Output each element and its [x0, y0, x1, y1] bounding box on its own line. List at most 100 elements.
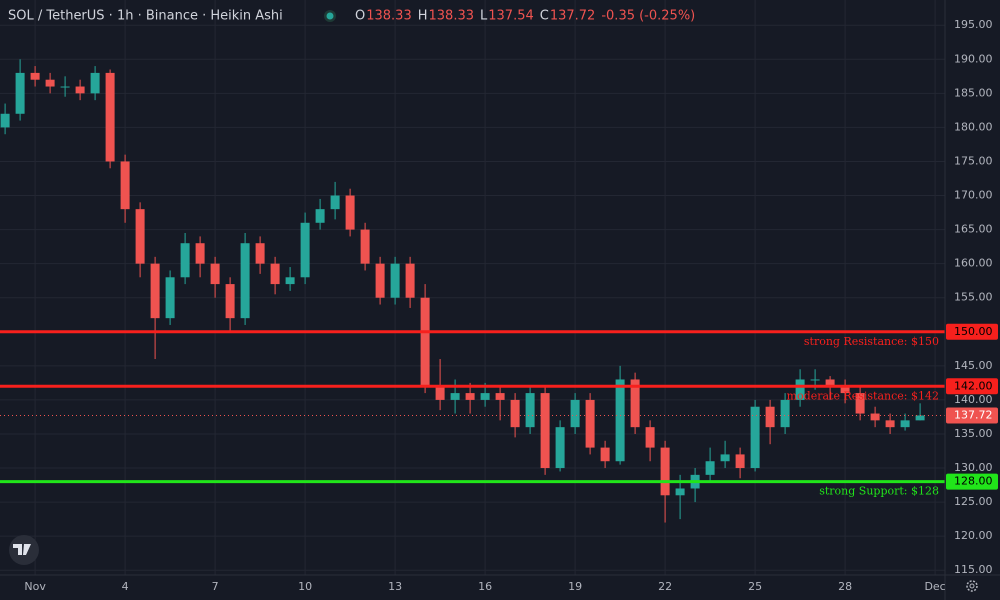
- candle-body: [810, 379, 820, 381]
- level-label: strong Support: $128: [819, 485, 939, 498]
- candle-body: [840, 386, 850, 394]
- x-tick-label: 28: [838, 580, 852, 593]
- x-tick-label: 22: [658, 580, 672, 593]
- candle-body: [90, 72, 100, 94]
- x-tick-label: 25: [748, 580, 762, 593]
- last-price-label: 137.72: [954, 408, 993, 421]
- candle-body: [570, 399, 580, 428]
- y-tick-label: 120.00: [954, 529, 993, 542]
- candle-body: [315, 209, 325, 223]
- candle-body: [390, 263, 400, 298]
- y-tick-label: 170.00: [954, 189, 993, 202]
- candle-body: [30, 72, 40, 80]
- candle-body: [495, 393, 505, 400]
- candle-body: [765, 406, 775, 428]
- candle-body: [75, 86, 85, 94]
- axes: 115.00 120.00 125.00 130.00 135.00 140.00 145.…: [24, 18, 998, 593]
- ohlc-key: C: [540, 9, 549, 24]
- candle-body: [330, 195, 340, 210]
- candle-body: [300, 222, 310, 278]
- candle-body: [240, 243, 250, 319]
- gear-center: [969, 583, 975, 589]
- x-tick-label: 16: [478, 580, 492, 593]
- candle-body: [870, 413, 880, 421]
- y-tick-label: 130.00: [954, 461, 993, 474]
- candle-body: [120, 161, 130, 210]
- ohlc-key: H: [418, 9, 428, 24]
- candle-body: [750, 406, 760, 469]
- level-axis-label: 128.00: [954, 475, 993, 488]
- candle-body: [855, 393, 865, 414]
- candle-body: [405, 263, 415, 298]
- y-tick-label: 155.00: [954, 291, 993, 304]
- candle-body: [915, 415, 925, 421]
- candle-body: [600, 447, 610, 462]
- candle-body: [135, 209, 145, 264]
- candle-body: [45, 79, 55, 87]
- candle-body: [210, 263, 220, 285]
- candle-body: [105, 72, 115, 162]
- y-tick-label: 125.00: [954, 495, 993, 508]
- candle-body: [615, 379, 625, 462]
- last-price-tag: [946, 407, 998, 424]
- candle-body: [0, 113, 10, 128]
- level-axis-label: 150.00: [954, 325, 993, 338]
- candle-body: [465, 393, 475, 400]
- level-label: moderate Resistance: $142: [787, 389, 939, 402]
- tv-logo[interactable]: [9, 535, 39, 565]
- y-tick-label: 180.00: [954, 120, 993, 133]
- y-tick-label: 195.00: [954, 18, 993, 31]
- candle-body: [195, 243, 205, 264]
- candle-body: [450, 393, 460, 400]
- ohlc-key: L: [480, 9, 488, 24]
- ohlc-key: O: [355, 9, 365, 24]
- candle-body: [675, 488, 685, 496]
- x-tick-label: Dec: [924, 580, 945, 593]
- level-axis-tag: [946, 473, 998, 490]
- level-label: strong Resistance: $150: [804, 335, 939, 348]
- candle-body: [285, 277, 295, 285]
- x-tick-label: 7: [212, 580, 219, 593]
- ohlc-value: 137.72: [550, 9, 596, 24]
- candle-body: [255, 243, 265, 264]
- candle-body: [150, 263, 160, 319]
- candle-body: [180, 243, 190, 278]
- logo-mark: [13, 544, 31, 555]
- candle-body: [885, 420, 895, 428]
- candle-body: [780, 399, 790, 428]
- candle-body: [345, 195, 355, 230]
- y-tick-label: 165.00: [954, 223, 993, 236]
- settings-icon[interactable]: [966, 580, 978, 592]
- y-tick-label: 135.00: [954, 427, 993, 440]
- y-tick-label: 140.00: [954, 393, 993, 406]
- x-tick-label: 10: [298, 580, 312, 593]
- candle-body: [435, 386, 445, 400]
- candle-body: [555, 427, 565, 469]
- plot: strong Resistance: $150 moderate Resistan…: [0, 59, 945, 523]
- y-tick-label: 175.00: [954, 154, 993, 167]
- x-tick-label: 13: [388, 580, 402, 593]
- level-axis-tag: [946, 378, 998, 395]
- level-axis-label: 142.00: [954, 379, 993, 392]
- y-tick-label: 115.00: [954, 563, 993, 576]
- candle-body: [480, 393, 490, 400]
- candle-body: [510, 399, 520, 428]
- candle-body: [825, 379, 835, 387]
- header: SOL / TetherUS · 1h · Binance · Heikin A…: [8, 9, 695, 24]
- candle-body: [225, 284, 235, 319]
- y-tick-label: 185.00: [954, 86, 993, 99]
- candle-body: [165, 277, 175, 319]
- ohlc-value: 137.54: [488, 9, 534, 24]
- candle-body: [360, 229, 370, 264]
- chart-title: SOL / TetherUS · 1h · Binance · Heikin A…: [8, 9, 283, 24]
- candle-body: [375, 263, 385, 298]
- y-tick-label: 190.00: [954, 52, 993, 65]
- candle-body: [420, 297, 430, 387]
- ohlc-value: 138.33: [366, 9, 412, 24]
- candle-body: [705, 461, 715, 475]
- y-tick-label: 145.00: [954, 359, 993, 372]
- candle-body: [900, 420, 910, 428]
- ohlc-value: 138.33: [429, 9, 475, 24]
